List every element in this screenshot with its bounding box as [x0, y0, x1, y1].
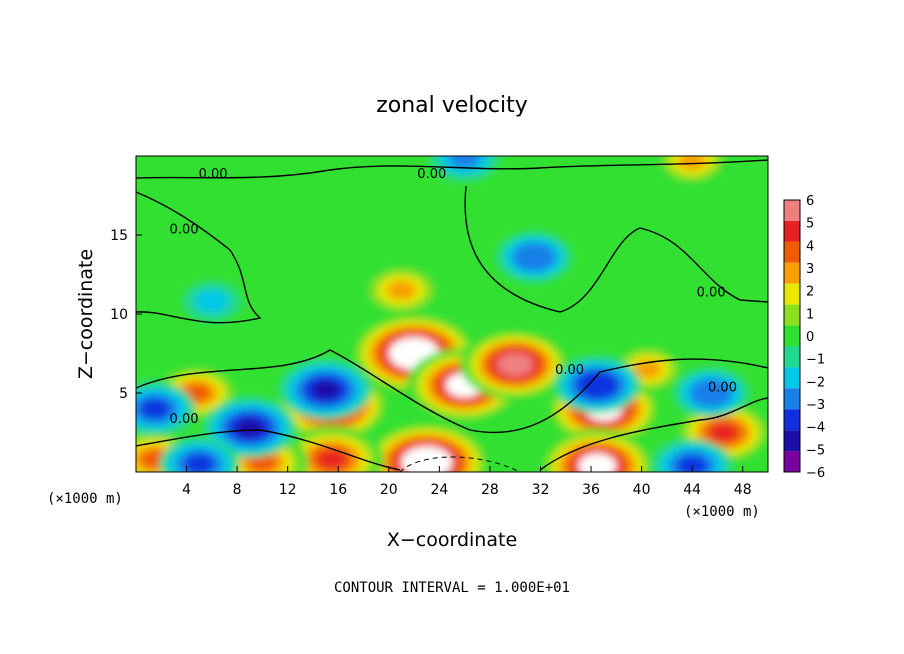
y-tick-label: 10	[110, 307, 128, 323]
colorbar-swatch	[784, 262, 800, 284]
zero-contour-lines	[136, 159, 768, 472]
x-tick-label: 44	[683, 482, 701, 498]
min-region-15	[520, 247, 548, 267]
colorbar-tick-label: 3	[806, 262, 814, 277]
min-region-20	[697, 383, 725, 403]
contour-line-3	[136, 349, 768, 434]
max-region-10	[318, 450, 346, 469]
x-axis-label: X−coordinate	[387, 529, 517, 551]
min-region-23	[677, 456, 707, 472]
colorbar-tick-label: −1	[806, 353, 825, 368]
x-tick-label: 20	[380, 482, 398, 498]
colorbar: 6 5 4 3 2 1 0 −1 −2 −3 −4 −5 −6	[783, 194, 825, 481]
colorbar-frame	[783, 199, 801, 473]
contour-label: 0.00	[417, 167, 446, 182]
contour-label: 0.00	[708, 380, 737, 395]
colorbar-swatch	[784, 430, 800, 452]
min-region-18	[140, 399, 170, 419]
contour-labels: 0.00 0.00 0.00 0.00 0.00 0.00 0.00	[170, 167, 737, 427]
contour-label: 0.00	[199, 167, 228, 182]
colorbar-tick-label: −4	[806, 421, 825, 436]
plot-area	[136, 156, 768, 472]
min-region-16	[583, 376, 611, 394]
colorbar-tick-label: 4	[806, 239, 814, 254]
colorbar-tick-label: −3	[806, 398, 825, 413]
y-tick-label: 5	[119, 386, 128, 402]
heatmap-field	[136, 156, 768, 472]
chart-title: zonal velocity	[376, 93, 528, 118]
x-tick-label: 4	[182, 482, 191, 498]
colorbar-tick-label: −5	[806, 443, 825, 458]
max-region-7	[386, 280, 416, 300]
max-region-14	[678, 156, 706, 170]
contour-line-2	[464, 185, 768, 313]
contour-interval-note: CONTOUR INTERVAL = 1.000E+01	[334, 580, 570, 596]
x-tick-label: 8	[233, 482, 242, 498]
colorbar-swatch	[784, 304, 800, 326]
max-region-2	[503, 356, 528, 373]
max-region-5	[710, 423, 737, 442]
max-region-8	[414, 454, 440, 471]
colorbar-tick-label: −6	[806, 466, 825, 481]
max-region-13	[634, 360, 662, 379]
contour-label: 0.00	[555, 363, 584, 378]
x-unit-right: (×1000 m)	[684, 504, 760, 520]
negative-contour-line	[399, 456, 521, 472]
colorbar-tick-label: −2	[806, 375, 825, 390]
x-unit-left: (×1000 m)	[47, 491, 123, 507]
colorbar-swatch	[784, 388, 800, 410]
colorbar-swatch	[784, 200, 800, 221]
max-region-9	[584, 457, 610, 472]
x-tick-label: 48	[734, 482, 752, 498]
colorbar-tick-label: 1	[806, 307, 814, 322]
contour-line-4	[136, 429, 401, 471]
min-region-24	[184, 454, 214, 472]
colorbar-swatch	[784, 409, 800, 431]
x-tick-label: 32	[532, 482, 550, 498]
contour-label: 0.00	[170, 222, 199, 237]
x-tick-label: 40	[633, 482, 651, 498]
max-region-0	[401, 345, 427, 362]
contour-label: 0.00	[170, 412, 199, 427]
colorbar-tick-label: 2	[806, 285, 814, 300]
min-region-17	[311, 380, 340, 400]
x-tick-label: 28	[481, 482, 499, 498]
y-axis-label: Z−coordinate	[75, 249, 97, 379]
colorbar-swatch	[784, 451, 800, 472]
contour-line-1	[136, 191, 262, 324]
x-tick-label: 36	[582, 482, 600, 498]
colorbar-swatch	[784, 325, 800, 347]
y-tick-label: 15	[110, 228, 128, 244]
min-region-19	[235, 418, 264, 437]
contour-line-5	[539, 397, 768, 471]
min-region-21	[449, 156, 480, 168]
colorbar-tick-label: 0	[806, 330, 814, 345]
colorbar-swatch	[784, 367, 800, 389]
max-region-12	[248, 453, 277, 472]
colorbar-swatch	[784, 346, 800, 368]
x-tick-label: 24	[430, 482, 448, 498]
min-region-22	[194, 289, 229, 313]
x-tick-label: 16	[329, 482, 347, 498]
x-axis-ticks: 4 8 12 16 20 24 28 32 36 40 44 48	[182, 466, 752, 498]
colorbar-swatch	[784, 220, 800, 242]
colorbar-swatch	[784, 241, 800, 263]
y-axis-ticks: 5 10 15	[110, 228, 142, 402]
colorbar-tick-label: 5	[806, 217, 814, 232]
colorbar-tick-label: 6	[806, 194, 814, 209]
contour-label: 0.00	[697, 286, 726, 301]
colorbar-swatch	[784, 283, 800, 305]
x-tick-label: 12	[279, 482, 297, 498]
contour-line-0	[136, 159, 768, 179]
